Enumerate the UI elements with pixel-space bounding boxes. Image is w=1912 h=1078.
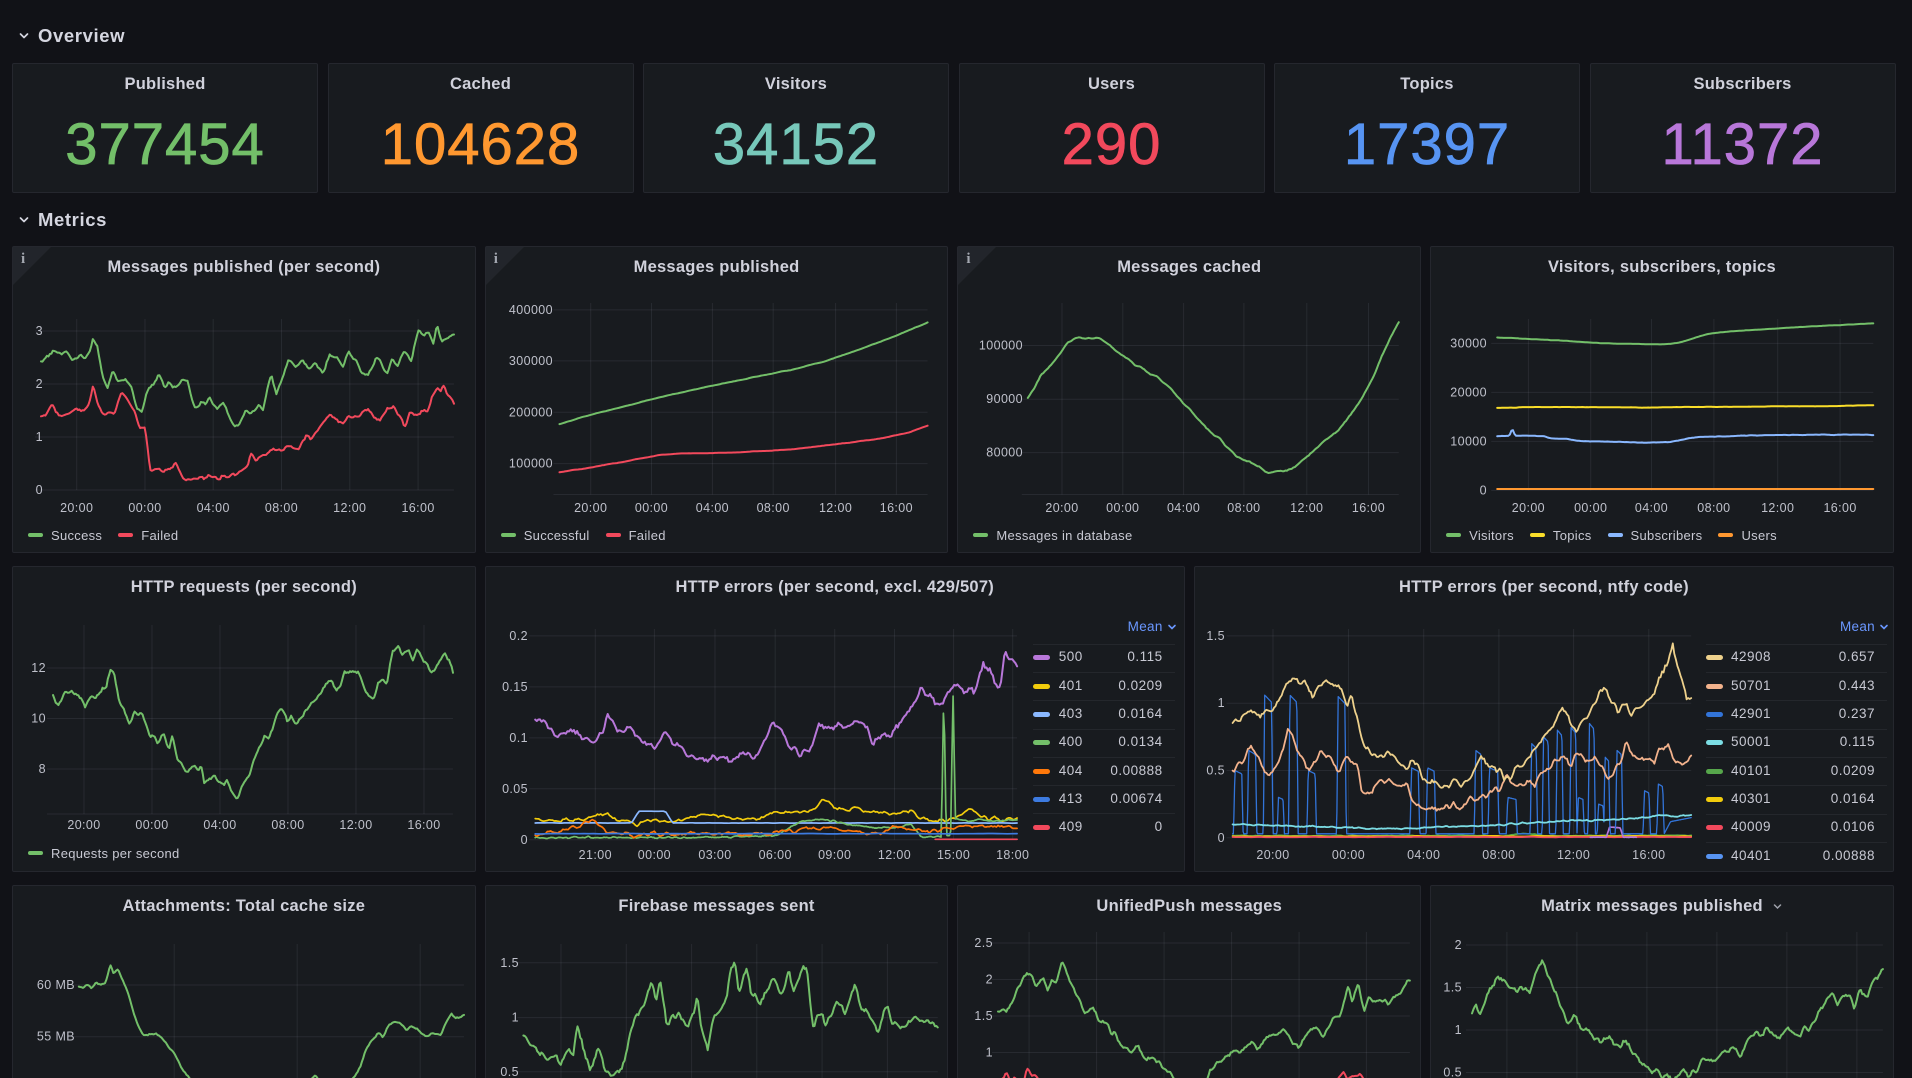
svg-text:1.5: 1.5	[1444, 981, 1463, 995]
svg-text:0.5: 0.5	[500, 1065, 519, 1078]
svg-text:04:00: 04:00	[1407, 848, 1440, 862]
svg-text:16:00: 16:00	[407, 818, 440, 832]
svg-text:04:00: 04:00	[695, 501, 728, 515]
svg-text:21:00: 21:00	[578, 848, 611, 862]
svg-text:0.1: 0.1	[509, 731, 528, 745]
svg-text:200000: 200000	[509, 405, 553, 419]
svg-text:0.5: 0.5	[1444, 1065, 1463, 1078]
svg-text:12:00: 12:00	[878, 848, 911, 862]
svg-text:10000: 10000	[1450, 434, 1487, 448]
svg-text:55 MB: 55 MB	[37, 1030, 75, 1044]
svg-text:0.05: 0.05	[502, 782, 528, 796]
svg-text:16:00: 16:00	[401, 501, 434, 515]
svg-text:0: 0	[1480, 483, 1487, 497]
svg-text:00:00: 00:00	[1574, 501, 1607, 515]
svg-text:1.5: 1.5	[975, 1009, 994, 1023]
svg-text:16:00: 16:00	[879, 501, 912, 515]
svg-text:20:00: 20:00	[1046, 501, 1079, 515]
svg-text:03:00: 03:00	[698, 848, 731, 862]
svg-text:0.15: 0.15	[502, 680, 528, 694]
svg-text:04:00: 04:00	[1635, 501, 1668, 515]
svg-text:0: 0	[36, 483, 43, 497]
svg-text:08:00: 08:00	[1228, 501, 1261, 515]
svg-text:04:00: 04:00	[203, 818, 236, 832]
svg-text:08:00: 08:00	[271, 818, 304, 832]
svg-text:0: 0	[520, 833, 527, 847]
svg-text:2.5: 2.5	[975, 936, 994, 950]
svg-text:00:00: 00:00	[1332, 848, 1365, 862]
svg-text:400000: 400000	[509, 303, 553, 317]
svg-text:08:00: 08:00	[756, 501, 789, 515]
svg-text:2: 2	[986, 973, 993, 987]
svg-text:12:00: 12:00	[333, 501, 366, 515]
svg-text:2: 2	[36, 377, 43, 391]
svg-text:08:00: 08:00	[1697, 501, 1730, 515]
svg-text:00:00: 00:00	[1107, 501, 1140, 515]
svg-text:3: 3	[36, 324, 43, 338]
svg-text:04:00: 04:00	[197, 501, 230, 515]
svg-text:1: 1	[986, 1045, 993, 1059]
svg-text:06:00: 06:00	[758, 848, 791, 862]
svg-text:12:00: 12:00	[1557, 848, 1590, 862]
svg-text:00:00: 00:00	[128, 501, 161, 515]
svg-text:08:00: 08:00	[1482, 848, 1515, 862]
svg-text:08:00: 08:00	[265, 501, 298, 515]
svg-text:16:00: 16:00	[1632, 848, 1665, 862]
svg-text:12:00: 12:00	[819, 501, 852, 515]
svg-text:60 MB: 60 MB	[37, 978, 75, 992]
svg-text:16:00: 16:00	[1352, 501, 1385, 515]
svg-text:12:00: 12:00	[339, 818, 372, 832]
svg-text:00:00: 00:00	[637, 848, 670, 862]
svg-text:0: 0	[1218, 831, 1225, 845]
svg-text:1: 1	[1455, 1023, 1462, 1037]
svg-text:18:00: 18:00	[996, 848, 1029, 862]
svg-text:20000: 20000	[1450, 385, 1487, 399]
svg-text:09:00: 09:00	[818, 848, 851, 862]
svg-text:1: 1	[511, 1011, 518, 1025]
svg-text:1.5: 1.5	[500, 956, 519, 970]
svg-text:20:00: 20:00	[1256, 848, 1289, 862]
svg-text:90000: 90000	[987, 392, 1024, 406]
svg-text:30000: 30000	[1450, 336, 1487, 350]
svg-text:16:00: 16:00	[1824, 501, 1857, 515]
svg-text:00:00: 00:00	[135, 818, 168, 832]
svg-text:0.5: 0.5	[1206, 763, 1225, 777]
svg-text:1: 1	[1218, 696, 1225, 710]
svg-text:12:00: 12:00	[1291, 501, 1324, 515]
svg-text:10: 10	[31, 711, 46, 725]
svg-text:2: 2	[1455, 938, 1462, 952]
svg-text:00:00: 00:00	[635, 501, 668, 515]
svg-text:20:00: 20:00	[67, 818, 100, 832]
svg-text:8: 8	[39, 762, 46, 776]
svg-text:20:00: 20:00	[1512, 501, 1545, 515]
svg-text:20:00: 20:00	[60, 501, 93, 515]
svg-text:1: 1	[36, 430, 43, 444]
svg-text:100000: 100000	[979, 339, 1023, 353]
svg-text:12:00: 12:00	[1761, 501, 1794, 515]
svg-text:300000: 300000	[509, 354, 553, 368]
svg-text:04:00: 04:00	[1167, 501, 1200, 515]
svg-text:15:00: 15:00	[937, 848, 970, 862]
svg-text:1.5: 1.5	[1206, 629, 1225, 643]
svg-text:0.2: 0.2	[509, 629, 528, 643]
svg-text:100000: 100000	[509, 457, 553, 471]
svg-text:20:00: 20:00	[574, 501, 607, 515]
svg-text:80000: 80000	[987, 446, 1024, 460]
svg-text:12: 12	[31, 661, 46, 675]
